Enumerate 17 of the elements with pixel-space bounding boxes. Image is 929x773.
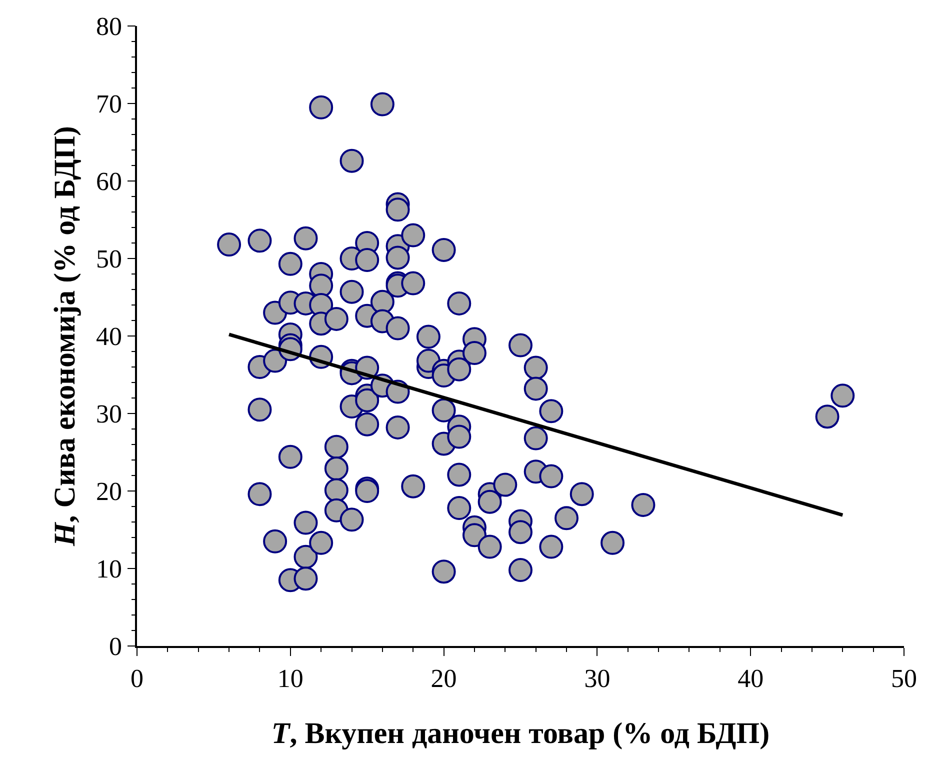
y-tick-label: 40 bbox=[96, 322, 122, 352]
x-tick-label: 0 bbox=[130, 664, 144, 693]
x-tick-label: 40 bbox=[738, 664, 764, 693]
y-tick-label: 60 bbox=[96, 167, 122, 196]
y-tick-label: 10 bbox=[96, 554, 122, 584]
y-tick-label: 30 bbox=[96, 400, 122, 429]
x-tick-label: 30 bbox=[584, 664, 610, 693]
y-tick-label: 0 bbox=[109, 632, 122, 662]
x-tick-label: 10 bbox=[277, 664, 304, 693]
x-axis-title: T, Вкупен даночен товар (% од БДП) bbox=[271, 716, 770, 750]
x-tick-label: 20 bbox=[430, 664, 457, 693]
y-tick-label: 70 bbox=[96, 90, 122, 119]
y-axis-title: H, Сива економија (% од БДП) bbox=[48, 126, 82, 548]
x-tick-label: 50 bbox=[891, 664, 917, 693]
y-tick-label: 50 bbox=[96, 244, 122, 274]
y-tick-label: 80 bbox=[96, 12, 122, 42]
y-tick-label: 20 bbox=[96, 477, 122, 506]
